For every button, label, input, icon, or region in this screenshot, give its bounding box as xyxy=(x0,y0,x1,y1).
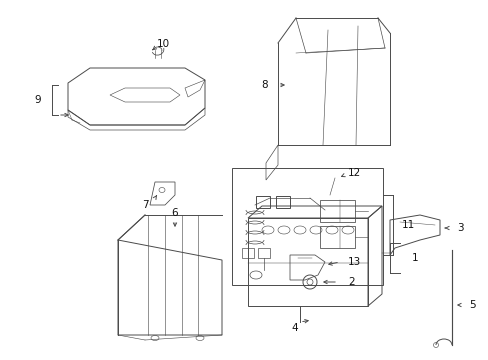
Bar xyxy=(319,226,354,248)
Text: 13: 13 xyxy=(346,257,360,267)
Text: 9: 9 xyxy=(35,95,41,105)
Bar xyxy=(256,196,269,208)
Bar xyxy=(242,248,253,258)
Bar xyxy=(247,218,367,306)
Text: 7: 7 xyxy=(142,200,148,210)
Text: 10: 10 xyxy=(156,39,169,49)
Text: 8: 8 xyxy=(261,80,268,90)
Bar xyxy=(258,248,269,258)
Text: 3: 3 xyxy=(456,223,462,233)
Bar xyxy=(319,200,354,222)
Text: 2: 2 xyxy=(348,277,355,287)
Text: 12: 12 xyxy=(346,168,360,178)
Text: 1: 1 xyxy=(411,253,417,263)
Bar xyxy=(275,196,289,208)
Text: 4: 4 xyxy=(291,323,298,333)
Text: 6: 6 xyxy=(171,208,178,218)
Bar xyxy=(231,168,382,285)
Text: 11: 11 xyxy=(401,220,414,230)
Text: 5: 5 xyxy=(468,300,474,310)
